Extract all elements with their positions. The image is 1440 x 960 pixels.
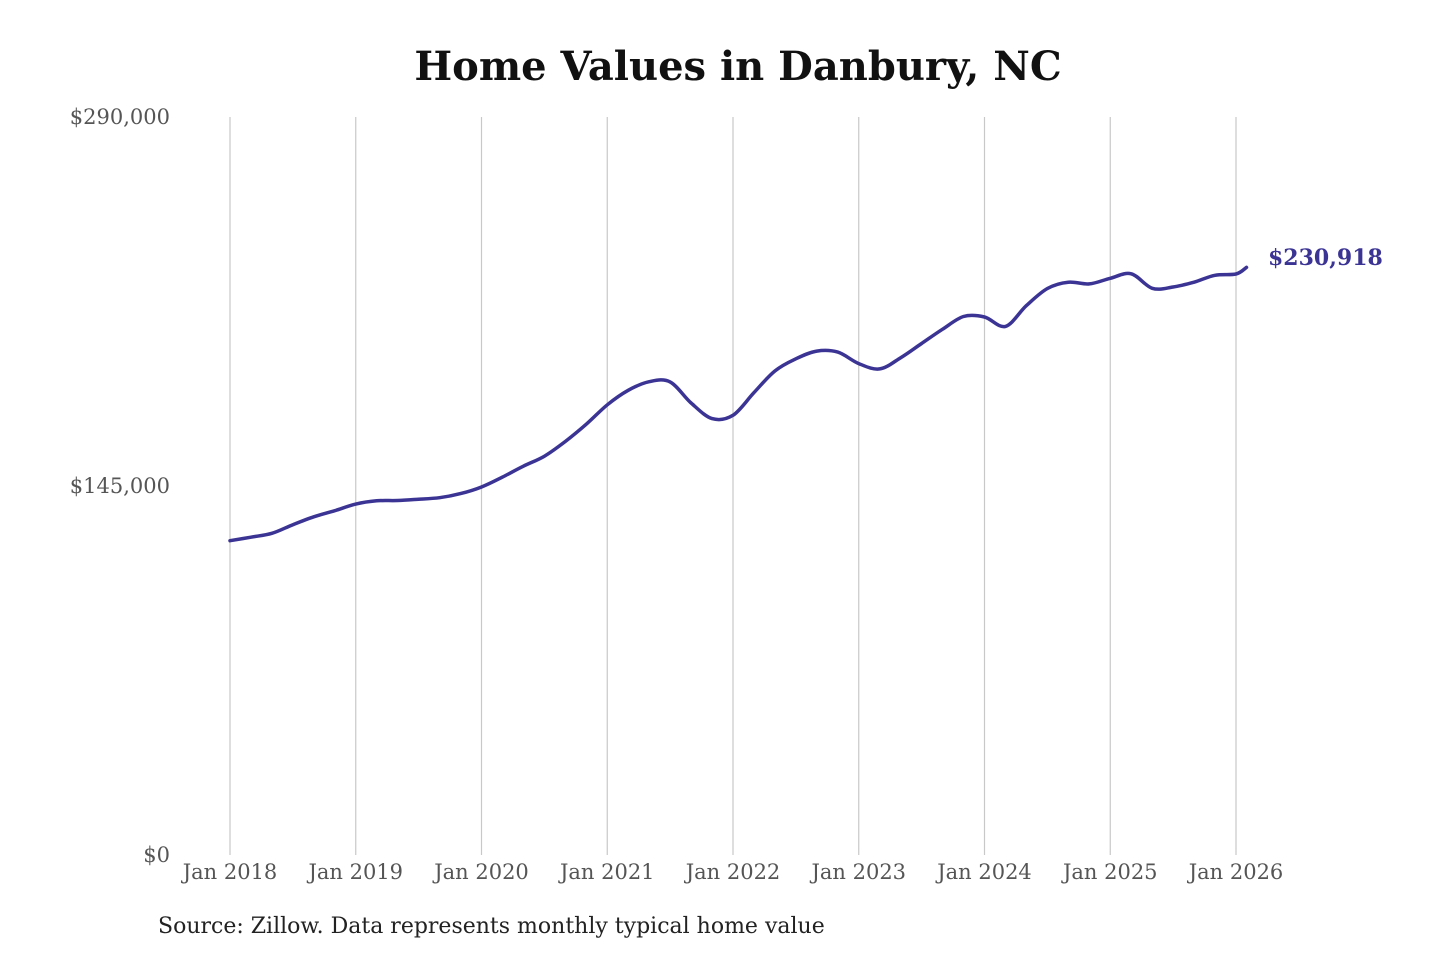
grid-lines — [229, 117, 1237, 855]
y-tick-label: $145,000 — [70, 474, 170, 498]
x-tick-label: Jan 2023 — [809, 860, 906, 884]
y-tick-label: $0 — [143, 843, 170, 867]
x-tick-label: Jan 2020 — [432, 860, 529, 884]
home-value-line — [228, 265, 1249, 543]
y-tick-label: $290,000 — [70, 105, 170, 129]
x-tick-label: Jan 2024 — [935, 860, 1032, 884]
x-tick-label: Jan 2018 — [181, 860, 278, 884]
y-axis-ticks: $0 $145,000 $290,000 — [70, 105, 170, 867]
x-axis-ticks: Jan 2018 Jan 2019 Jan 2020 Jan 2021 Jan 2022… — [181, 860, 1284, 884]
x-tick-label: Jan 2026 — [1187, 860, 1284, 884]
source-note: Source: Zillow. Data represents monthly … — [158, 914, 825, 939]
chart-title: Home Values in Danbury, NC — [414, 43, 1061, 90]
x-tick-label: Jan 2021 — [558, 860, 655, 884]
x-tick-label: Jan 2019 — [306, 860, 403, 884]
end-value-label: $230,918 — [1268, 245, 1383, 271]
x-tick-label: Jan 2025 — [1061, 860, 1158, 884]
series-layer — [228, 265, 1249, 543]
x-tick-label: Jan 2022 — [684, 860, 781, 884]
